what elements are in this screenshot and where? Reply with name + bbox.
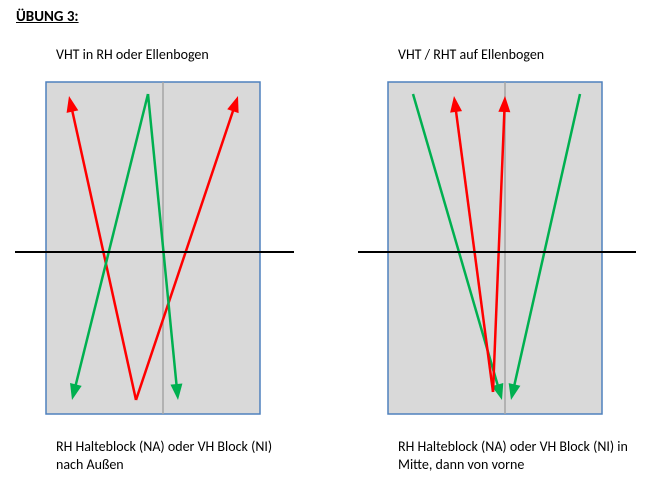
- right-title: VHT / RHT auf Ellenbogen: [398, 46, 544, 64]
- right-caption: RH Halteblock (NA) oder VH Block (NI) in…: [398, 438, 628, 474]
- exercise-heading: ÜBUNG 3:: [16, 8, 79, 26]
- left-caption: RH Halteblock (NA) oder VH Block (NI) na…: [56, 438, 286, 474]
- left-title: VHT in RH oder Ellenbogen: [56, 46, 209, 64]
- diagram-svg: [0, 0, 656, 500]
- page-root: ÜBUNG 3: VHT in RH oder Ellenbogen RH Ha…: [0, 0, 656, 500]
